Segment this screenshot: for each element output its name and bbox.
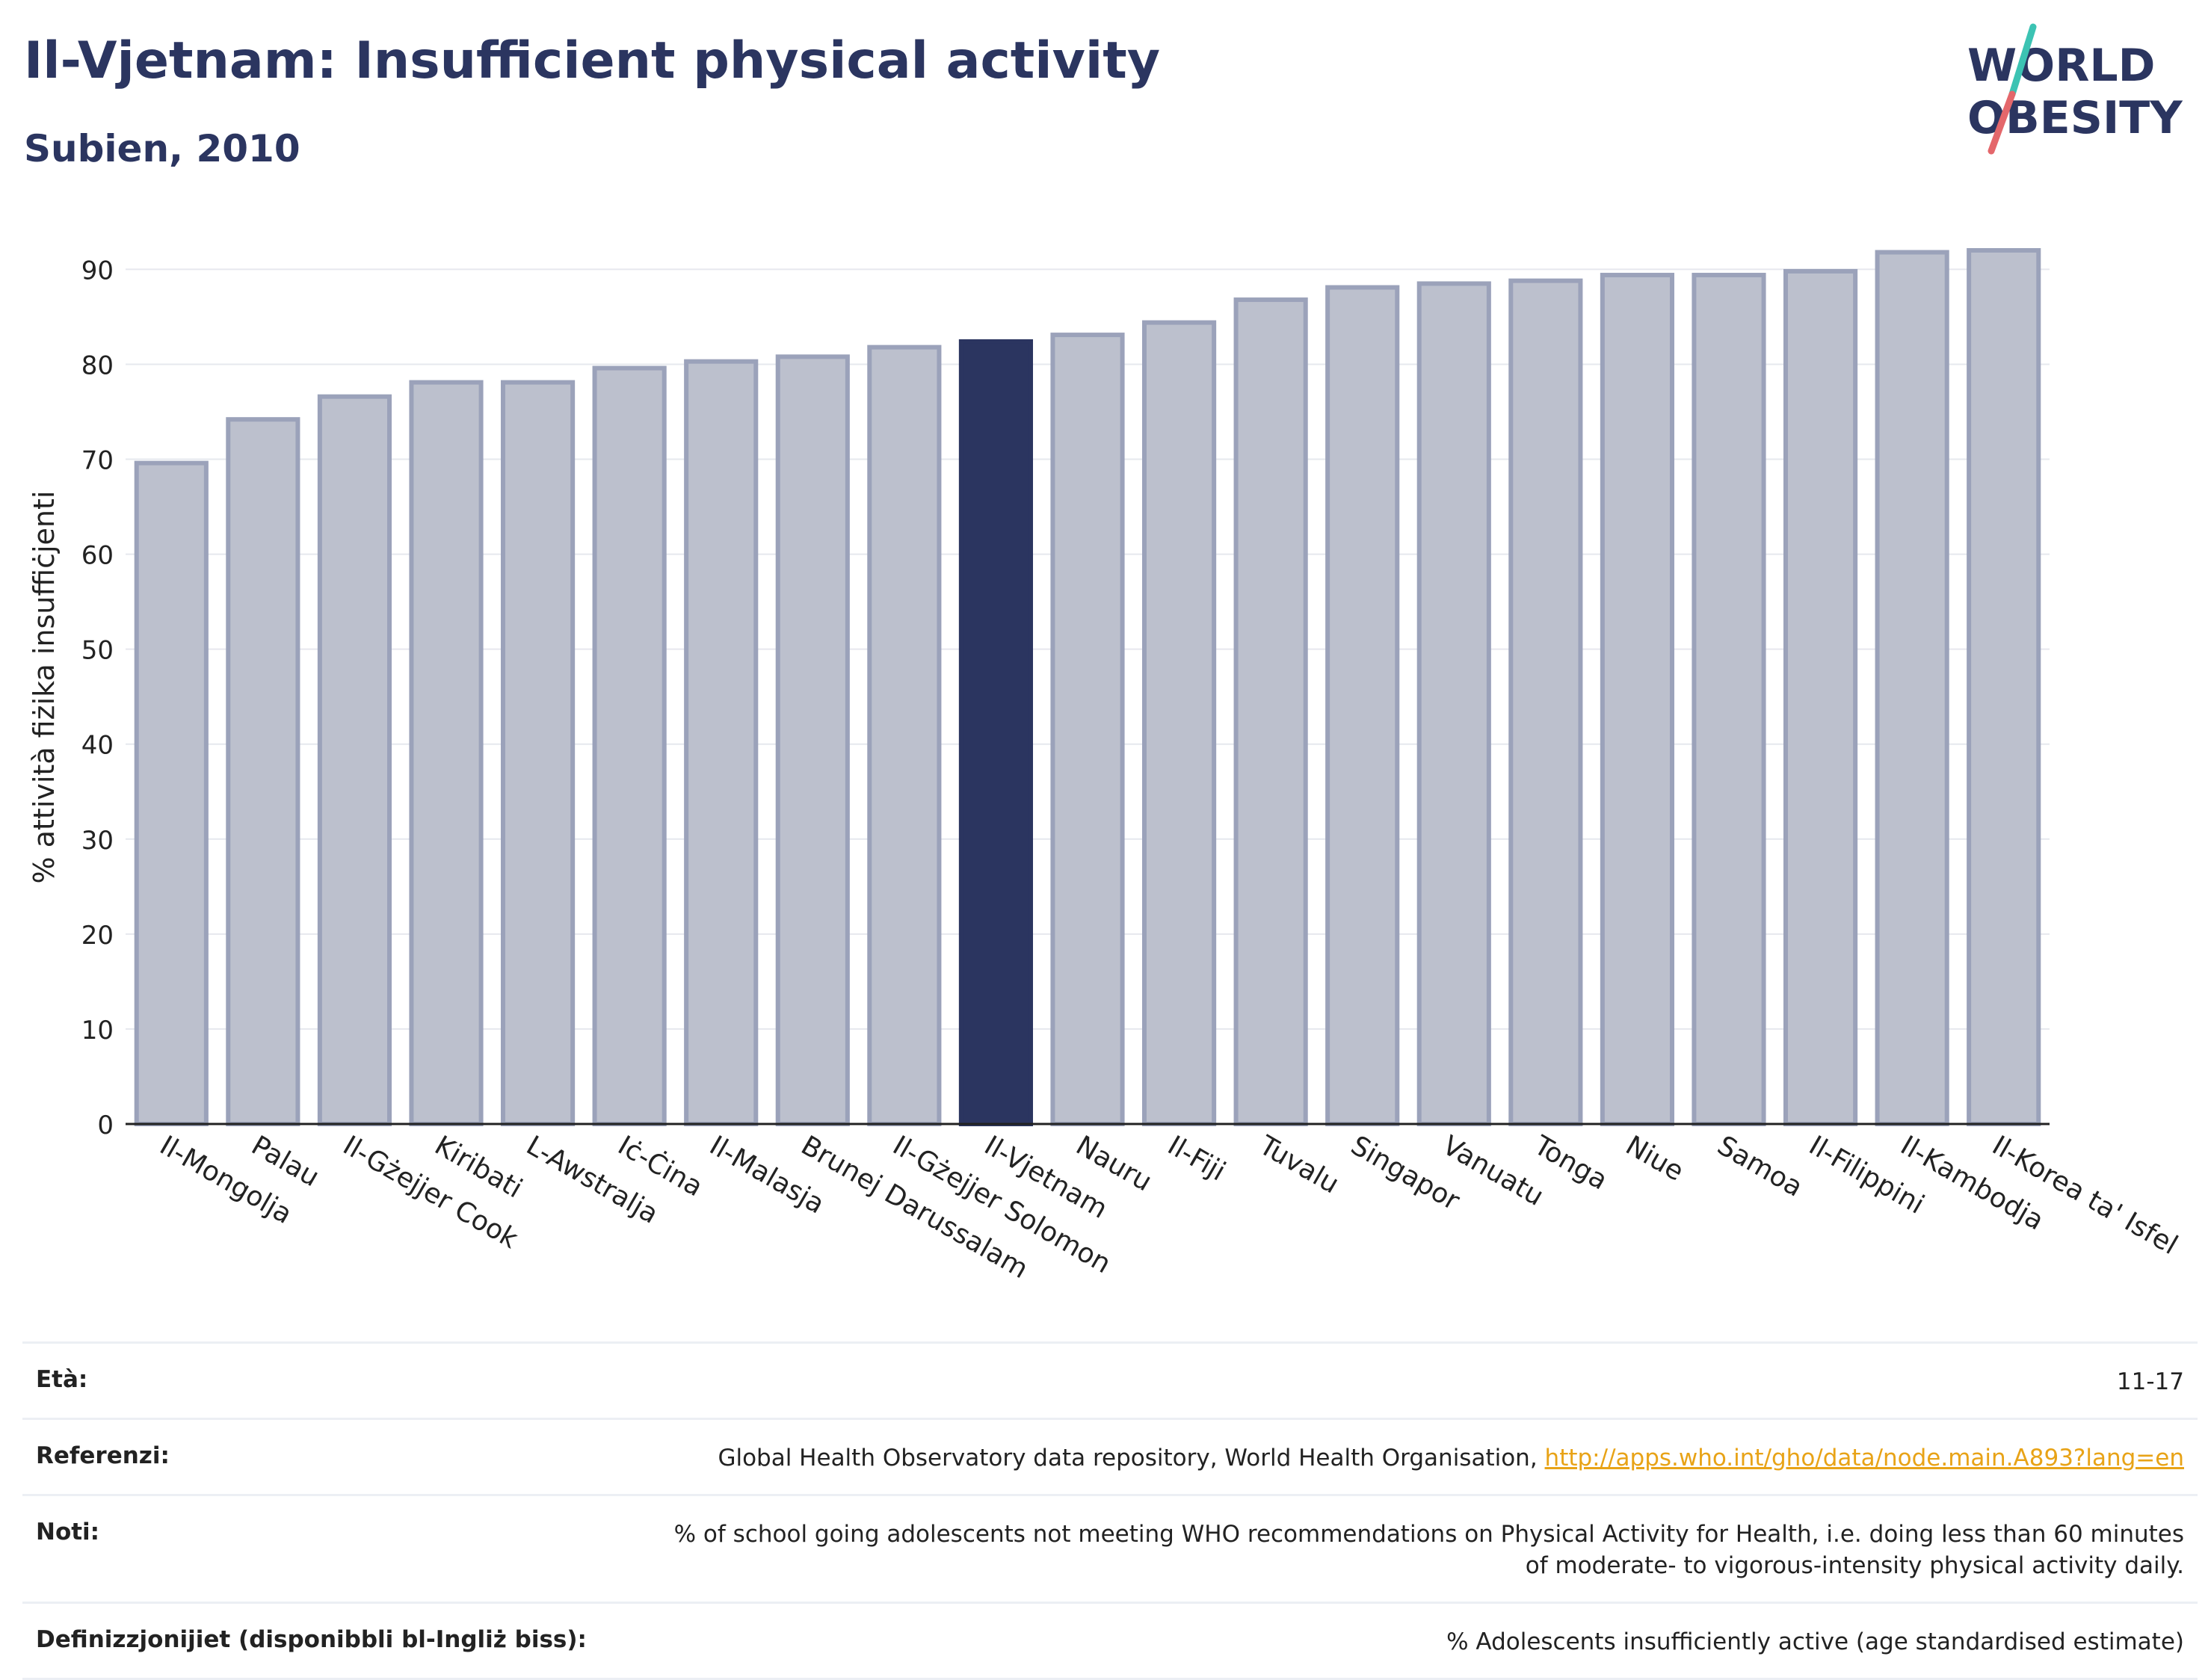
y-tick-label: 10 <box>81 1016 114 1046</box>
bar <box>409 380 484 1126</box>
y-tick-label: 90 <box>81 256 114 285</box>
bar <box>1600 273 1675 1126</box>
logo-line1: WORLD <box>1967 40 2155 92</box>
y-tick-label: 40 <box>81 731 114 761</box>
page-subtitle: Subien, 2010 <box>24 127 300 170</box>
bar <box>1141 320 1217 1126</box>
logo-slash-bottom <box>1988 90 2016 155</box>
x-tick-label: Niue <box>1621 1130 1689 1187</box>
footer-row-definitions: Definizzjonijiet (disponibbli bl-Ingliż … <box>22 1602 2198 1680</box>
bar <box>226 417 300 1126</box>
bar <box>1875 250 1949 1127</box>
footer-label: Noti: <box>36 1518 100 1545</box>
reference-text: Global Health Observatory data repositor… <box>718 1444 1545 1471</box>
footer-value: Global Health Observatory data repositor… <box>718 1442 2184 1474</box>
bar <box>1692 273 1766 1126</box>
y-tick-label: 70 <box>81 446 114 476</box>
bar <box>1783 268 1858 1126</box>
reference-link[interactable]: http://apps.who.int/gho/data/node.main.A… <box>1544 1444 2184 1471</box>
x-tick-label: Il-Fiji <box>1162 1130 1230 1187</box>
page-title: Il-Vjetnam: Insufficient physical activi… <box>24 31 1161 90</box>
y-tick-labels: 0 10 20 30 40 50 60 70 80 90 <box>81 256 114 1140</box>
footer-value: % Adolescents insufficiently active (age… <box>1446 1628 2184 1656</box>
logo-slash-top <box>2008 23 2037 98</box>
bar <box>500 380 576 1126</box>
y-tick-label: 0 <box>97 1111 114 1140</box>
bar <box>317 394 392 1126</box>
footer-table: Età: 11-17 Referenzi: Global Health Obse… <box>22 1341 2198 1680</box>
bar <box>1967 248 2041 1126</box>
y-tick-label: 80 <box>81 350 114 380</box>
bar-highlighted <box>958 339 1034 1126</box>
footer-row-age: Età: 11-17 <box>22 1341 2198 1418</box>
y-tick-label: 60 <box>81 541 114 571</box>
y-tick-label: 50 <box>81 636 114 666</box>
footer-value: 11-17 <box>2116 1368 2184 1395</box>
footer-label: Definizzjonijiet (disponibbli bl-Ingliż … <box>36 1626 587 1654</box>
footer-label: Referenzi: <box>36 1442 170 1469</box>
bar <box>592 365 667 1127</box>
bar <box>867 345 942 1126</box>
footer-row-notes: Noti: % of school going adolescents not … <box>22 1493 2198 1602</box>
bar <box>1050 333 1125 1127</box>
x-tick-label: Tuvalu <box>1253 1130 1344 1200</box>
bar <box>684 359 759 1126</box>
x-tick-label: Samoa <box>1712 1130 1808 1203</box>
bar <box>775 354 850 1127</box>
y-tick-label: 30 <box>81 826 114 856</box>
bar <box>1325 285 1400 1126</box>
bar <box>134 460 209 1126</box>
bars <box>134 248 2041 1127</box>
bar <box>1233 297 1308 1127</box>
footer-row-references: Referenzi: Global Health Observatory dat… <box>22 1417 2198 1494</box>
world-obesity-logo: WORLD OBESITY <box>1967 23 2183 155</box>
footer-value: % of school going adolescents not meetin… <box>673 1520 2184 1580</box>
y-axis-label: % attività fiżika insuffiċjenti <box>28 491 61 884</box>
bar <box>1508 278 1583 1126</box>
bar <box>1416 281 1491 1127</box>
footer-label: Età: <box>36 1366 88 1393</box>
y-tick-label: 20 <box>81 921 114 951</box>
